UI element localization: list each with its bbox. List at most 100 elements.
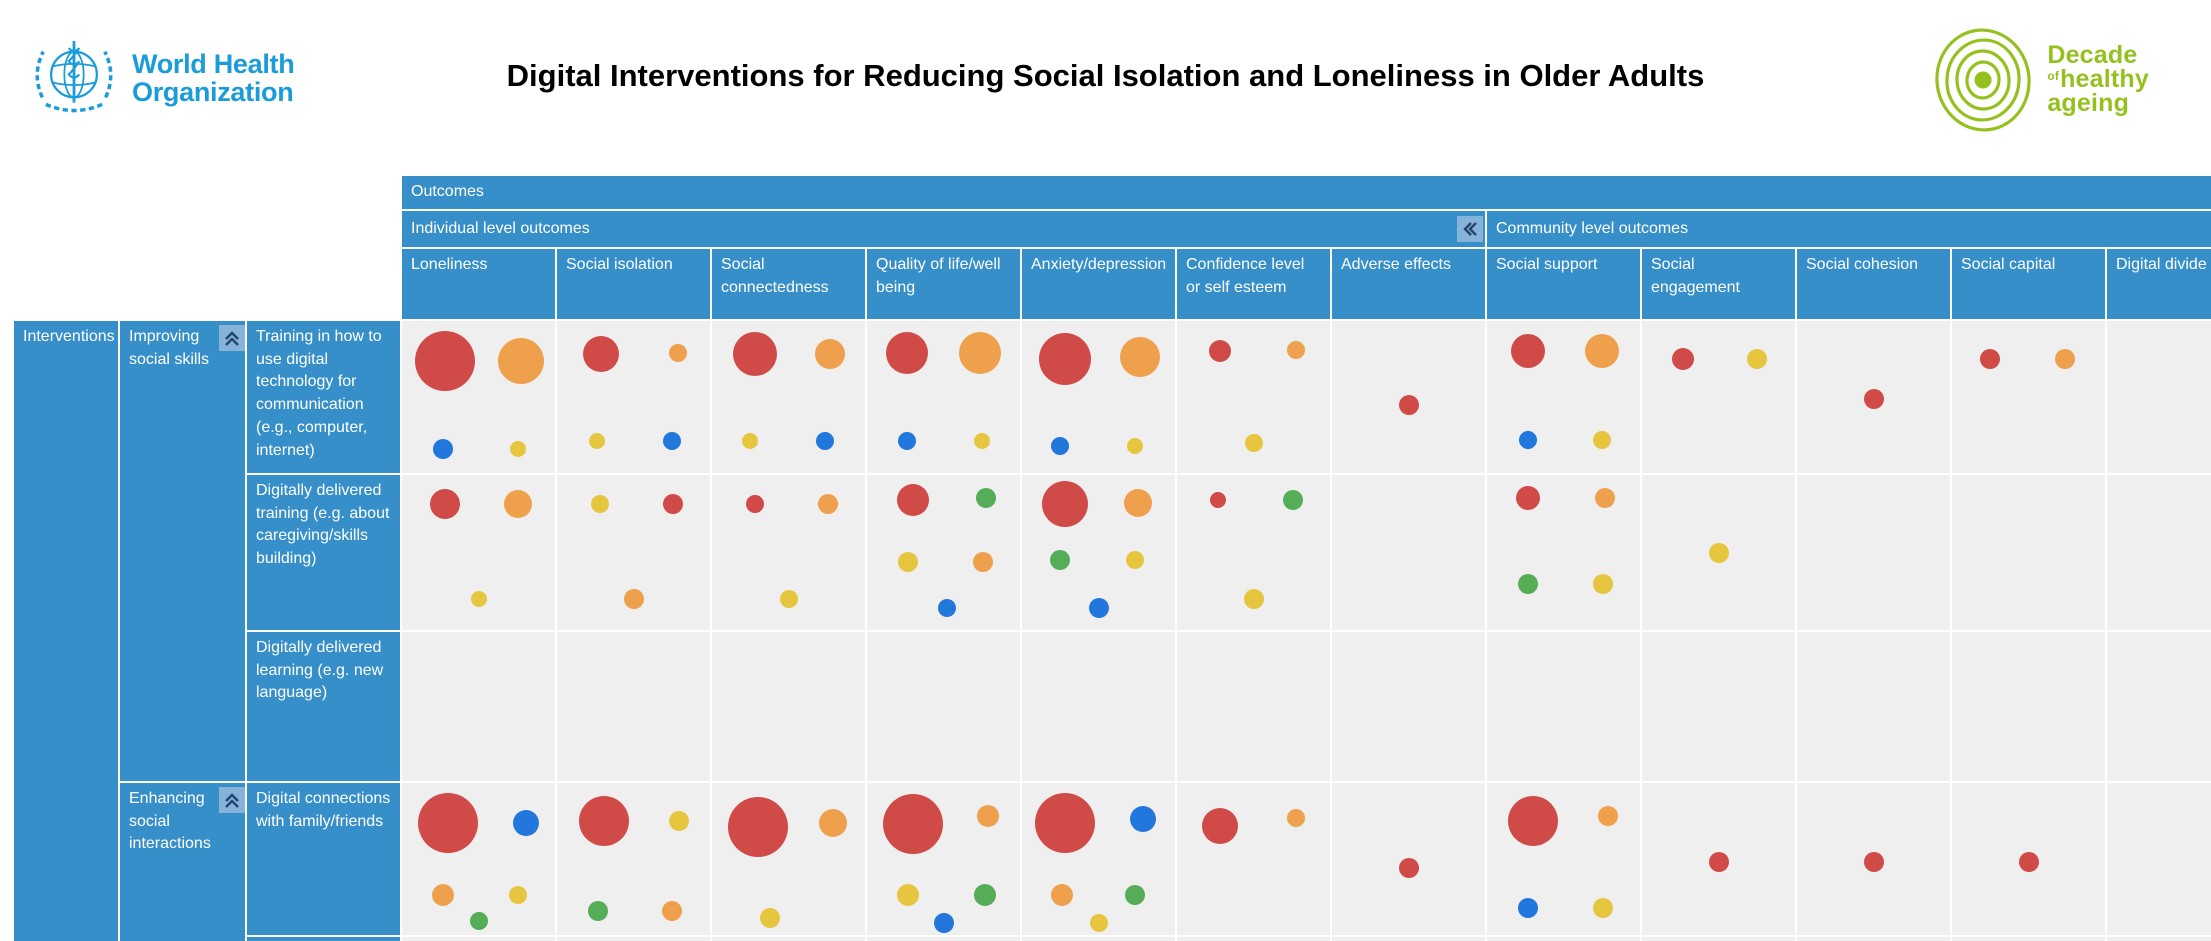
evidence-bubble-red[interactable]	[1980, 349, 2001, 369]
evidence-bubble-yellow[interactable]	[590, 495, 609, 514]
evidence-bubble-yellow[interactable]	[1127, 437, 1144, 454]
evidence-bubble-blue[interactable]	[816, 432, 835, 451]
evidence-bubble-orange[interactable]	[973, 551, 994, 572]
evidence-bubble-red[interactable]	[1863, 852, 1884, 873]
evidence-bubble-blue[interactable]	[1051, 436, 1070, 455]
matrix-cell-social-isolation-r3[interactable]	[557, 632, 710, 781]
matrix-cell-anxiety-depression-r4[interactable]	[1022, 783, 1175, 935]
matrix-cell-social-support-r1[interactable]	[1487, 321, 1640, 473]
evidence-bubble-yellow[interactable]	[509, 886, 528, 905]
evidence-bubble-orange[interactable]	[498, 337, 545, 384]
evidence-bubble-red[interactable]	[1672, 348, 1695, 370]
matrix-cell-confidence-level-or-self-esteem-r3[interactable]	[1177, 632, 1330, 781]
evidence-bubble-yellow[interactable]	[1243, 589, 1264, 609]
matrix-cell-social-connectedness-r5[interactable]	[712, 937, 865, 941]
collapse-rows-button-enhancing-social-interactions[interactable]	[219, 787, 245, 813]
matrix-cell-social-connectedness-r2[interactable]	[712, 475, 865, 630]
matrix-cell-loneliness-r2[interactable]	[402, 475, 555, 630]
evidence-bubble-red[interactable]	[1398, 394, 1419, 415]
matrix-cell-social-capital-r5[interactable]	[1952, 937, 2105, 941]
matrix-cell-anxiety-depression-r5[interactable]	[1022, 937, 1175, 941]
matrix-cell-loneliness-r5[interactable]	[402, 937, 555, 941]
matrix-cell-social-cohesion-r5[interactable]	[1797, 937, 1950, 941]
matrix-cell-quality-of-life-well-being-r3[interactable]	[867, 632, 1020, 781]
collapse-rows-button-improving-social-skills[interactable]	[219, 325, 245, 351]
matrix-cell-loneliness-r4[interactable]	[402, 783, 555, 935]
matrix-cell-loneliness-r1[interactable]	[402, 321, 555, 473]
evidence-bubble-red[interactable]	[583, 336, 620, 373]
evidence-bubble-yellow[interactable]	[1593, 897, 1614, 918]
evidence-bubble-red[interactable]	[1708, 852, 1729, 873]
evidence-bubble-yellow[interactable]	[1089, 913, 1108, 932]
evidence-bubble-green[interactable]	[976, 488, 997, 509]
evidence-bubble-yellow[interactable]	[1593, 573, 1614, 594]
evidence-bubble-yellow[interactable]	[1746, 349, 1767, 369]
evidence-bubble-orange[interactable]	[668, 343, 687, 362]
evidence-bubble-yellow[interactable]	[470, 591, 487, 607]
collapse-columns-button[interactable]	[1457, 216, 1483, 242]
evidence-bubble-yellow[interactable]	[1708, 542, 1729, 563]
evidence-bubble-red[interactable]	[429, 489, 460, 520]
matrix-cell-anxiety-depression-r2[interactable]	[1022, 475, 1175, 630]
matrix-cell-quality-of-life-well-being-r4[interactable]	[867, 783, 1020, 935]
matrix-cell-digital-divide-r1[interactable]	[2107, 321, 2211, 473]
evidence-bubble-red[interactable]	[1201, 807, 1238, 844]
matrix-cell-social-capital-r2[interactable]	[1952, 475, 2105, 630]
matrix-cell-confidence-level-or-self-esteem-r4[interactable]	[1177, 783, 1330, 935]
matrix-cell-quality-of-life-well-being-r2[interactable]	[867, 475, 1020, 630]
evidence-bubble-red[interactable]	[732, 332, 777, 377]
matrix-cell-quality-of-life-well-being-r1[interactable]	[867, 321, 1020, 473]
matrix-cell-social-cohesion-r1[interactable]	[1797, 321, 1950, 473]
matrix-cell-loneliness-r3[interactable]	[402, 632, 555, 781]
evidence-bubble-red[interactable]	[1511, 334, 1546, 369]
evidence-bubble-orange[interactable]	[1584, 334, 1619, 369]
evidence-bubble-blue[interactable]	[1088, 598, 1109, 619]
matrix-cell-social-connectedness-r4[interactable]	[712, 783, 865, 935]
evidence-bubble-orange[interactable]	[1050, 884, 1073, 907]
evidence-bubble-red[interactable]	[1210, 491, 1227, 508]
evidence-bubble-blue[interactable]	[933, 912, 954, 933]
matrix-cell-confidence-level-or-self-esteem-r2[interactable]	[1177, 475, 1330, 630]
evidence-bubble-orange[interactable]	[1124, 488, 1153, 517]
evidence-bubble-orange[interactable]	[1594, 488, 1615, 509]
matrix-cell-social-capital-r3[interactable]	[1952, 632, 2105, 781]
evidence-bubble-red[interactable]	[579, 796, 630, 846]
evidence-bubble-blue[interactable]	[662, 432, 681, 451]
matrix-cell-social-engagement-r3[interactable]	[1642, 632, 1795, 781]
evidence-bubble-yellow[interactable]	[1244, 433, 1263, 452]
matrix-cell-social-engagement-r4[interactable]	[1642, 783, 1795, 935]
evidence-bubble-red[interactable]	[1398, 858, 1419, 879]
matrix-cell-social-support-r3[interactable]	[1487, 632, 1640, 781]
evidence-bubble-red[interactable]	[1038, 333, 1091, 385]
matrix-cell-digital-divide-r3[interactable]	[2107, 632, 2211, 781]
evidence-bubble-orange[interactable]	[1287, 340, 1306, 359]
evidence-bubble-orange[interactable]	[623, 589, 644, 609]
evidence-bubble-green[interactable]	[469, 912, 488, 931]
evidence-bubble-yellow[interactable]	[897, 884, 920, 907]
evidence-bubble-red[interactable]	[1863, 388, 1884, 409]
evidence-bubble-red[interactable]	[1041, 481, 1088, 528]
evidence-bubble-blue[interactable]	[1519, 430, 1538, 449]
evidence-bubble-orange[interactable]	[432, 884, 455, 907]
evidence-bubble-green[interactable]	[1125, 885, 1146, 906]
evidence-bubble-yellow[interactable]	[1126, 551, 1145, 570]
matrix-cell-social-engagement-r5[interactable]	[1642, 937, 1795, 941]
matrix-cell-quality-of-life-well-being-r5[interactable]	[867, 937, 1020, 941]
matrix-cell-anxiety-depression-r1[interactable]	[1022, 321, 1175, 473]
evidence-bubble-orange[interactable]	[959, 331, 1002, 374]
evidence-bubble-orange[interactable]	[818, 808, 847, 837]
evidence-bubble-red[interactable]	[896, 483, 929, 516]
matrix-cell-social-capital-r1[interactable]	[1952, 321, 2105, 473]
matrix-cell-adverse-effects-r5[interactable]	[1332, 937, 1485, 941]
evidence-bubble-green[interactable]	[1518, 573, 1539, 594]
matrix-cell-adverse-effects-r4[interactable]	[1332, 783, 1485, 935]
matrix-cell-adverse-effects-r3[interactable]	[1332, 632, 1485, 781]
evidence-bubble-yellow[interactable]	[779, 590, 798, 608]
evidence-bubble-orange[interactable]	[818, 494, 839, 515]
evidence-bubble-red[interactable]	[417, 792, 478, 853]
evidence-bubble-green[interactable]	[1283, 489, 1304, 510]
evidence-bubble-yellow[interactable]	[1592, 430, 1611, 449]
matrix-cell-anxiety-depression-r3[interactable]	[1022, 632, 1175, 781]
evidence-bubble-green[interactable]	[973, 884, 996, 907]
evidence-bubble-yellow[interactable]	[510, 440, 527, 457]
